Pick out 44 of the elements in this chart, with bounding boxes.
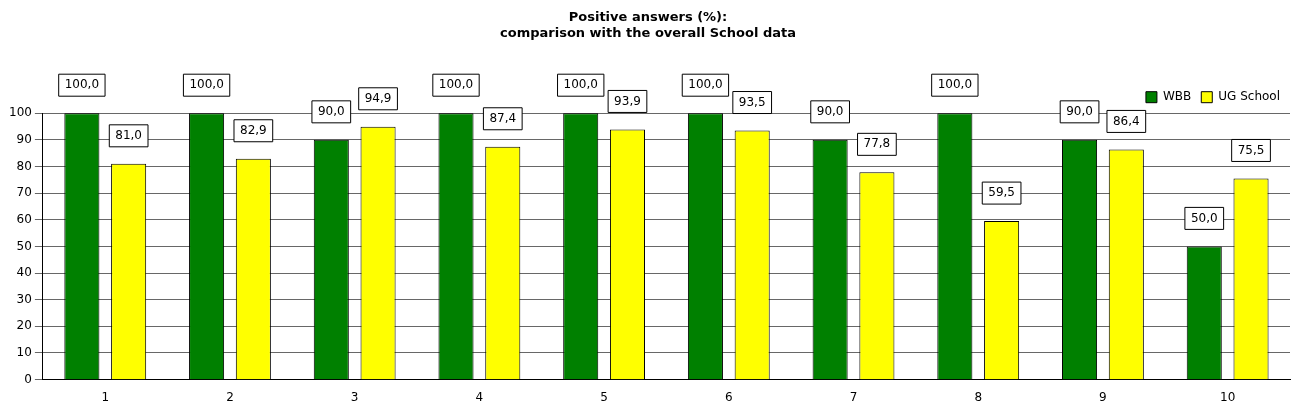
x-tick-label: 6 bbox=[724, 389, 733, 404]
data-label: 82,9 bbox=[239, 122, 267, 137]
legend-label: UG School bbox=[1218, 89, 1280, 104]
data-label: 81,0 bbox=[115, 127, 142, 142]
data-label: 86,4 bbox=[1112, 113, 1140, 128]
data-label: 100,0 bbox=[438, 77, 474, 92]
data-label: 90,0 bbox=[1066, 103, 1093, 118]
y-tick-label: 0 bbox=[24, 371, 32, 386]
data-label: 100,0 bbox=[688, 77, 723, 92]
x-tick-label: 8 bbox=[974, 389, 983, 404]
y-tick-label: 20 bbox=[16, 318, 32, 333]
y-tick-label: 90 bbox=[16, 131, 32, 146]
data-label: 90,0 bbox=[317, 103, 345, 118]
data-label: 93,9 bbox=[614, 93, 641, 108]
data-label: 94,9 bbox=[364, 90, 392, 105]
legend-label: WBB bbox=[1162, 89, 1192, 104]
x-tick-label: 10 bbox=[1220, 389, 1236, 404]
data-label: 75,5 bbox=[1237, 142, 1265, 157]
data-label: 90,0 bbox=[816, 103, 844, 118]
y-tick-label: 50 bbox=[16, 238, 32, 253]
y-tick-label: 80 bbox=[16, 158, 32, 173]
y-tick-label: 30 bbox=[16, 291, 32, 306]
x-tick-label: 5 bbox=[600, 389, 608, 404]
data-label: 50,0 bbox=[1190, 210, 1218, 225]
x-tick-label: 3 bbox=[350, 389, 359, 404]
x-tick-label: 1 bbox=[101, 389, 110, 404]
data-label: 100,0 bbox=[937, 77, 973, 92]
data-label: 59,5 bbox=[988, 185, 1015, 200]
y-tick-label: 60 bbox=[16, 211, 32, 226]
x-tick-label: 9 bbox=[1099, 389, 1107, 404]
data-label: 100,0 bbox=[64, 77, 100, 92]
x-tick-label: 4 bbox=[475, 389, 484, 404]
y-tick-label: 100 bbox=[9, 105, 32, 120]
y-tick-label: 70 bbox=[16, 185, 32, 200]
chart-title: Positive answers (%): comparison with the overall School data bbox=[500, 9, 796, 40]
data-label: 100,0 bbox=[563, 77, 598, 92]
x-tick-label: 7 bbox=[849, 389, 858, 404]
data-label: 100,0 bbox=[189, 77, 224, 92]
data-label: 77,8 bbox=[863, 136, 891, 151]
y-tick-label: 40 bbox=[16, 265, 32, 280]
data-label: 87,4 bbox=[489, 110, 517, 125]
y-tick-label: 10 bbox=[16, 345, 32, 360]
x-tick-label: 2 bbox=[226, 389, 234, 404]
data-label: 93,5 bbox=[738, 94, 766, 109]
